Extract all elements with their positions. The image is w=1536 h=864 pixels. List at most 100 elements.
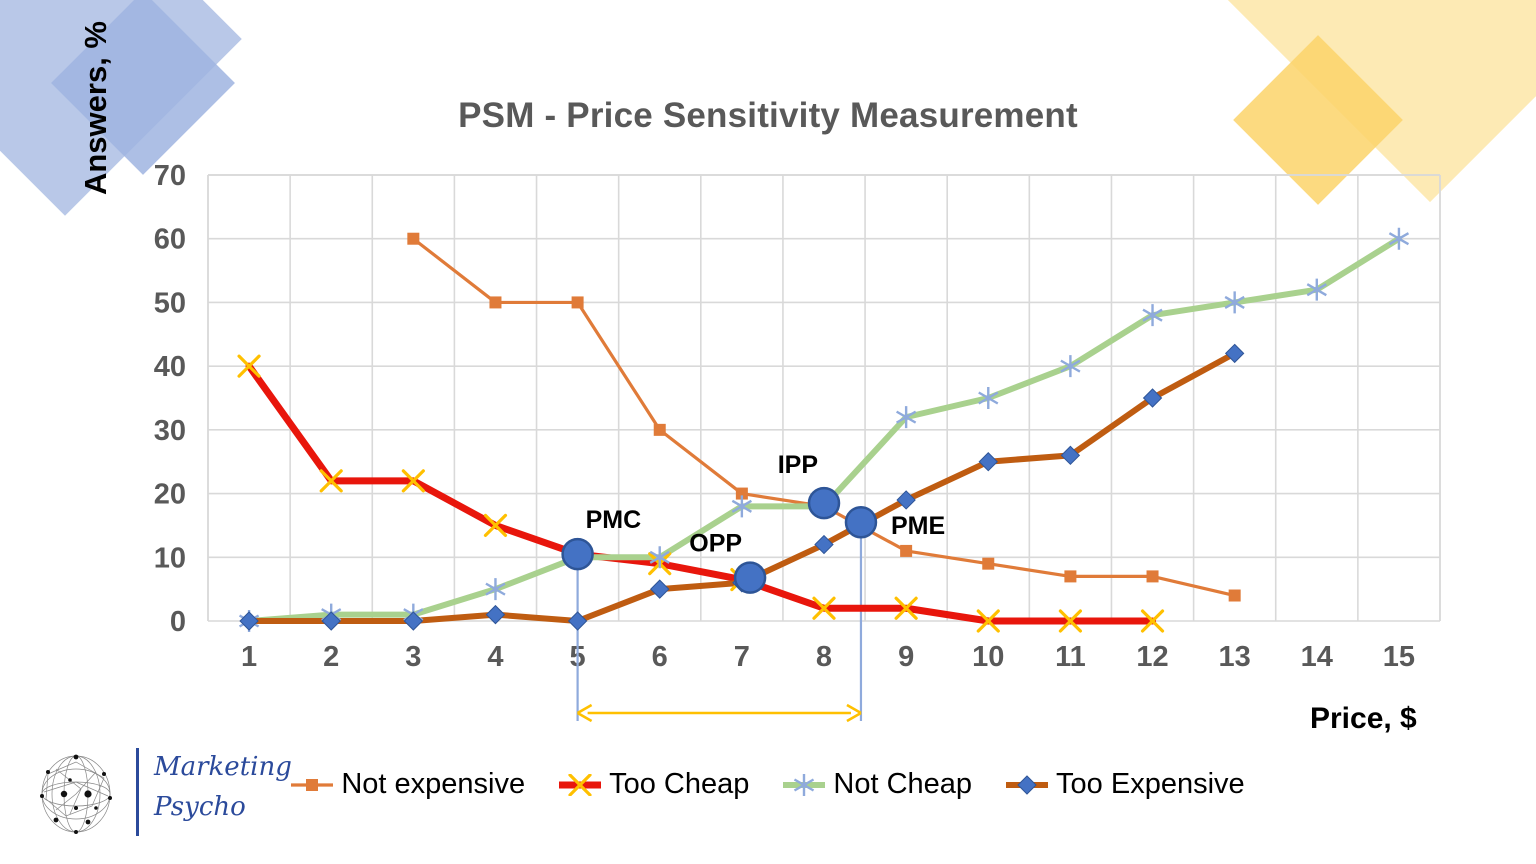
y-tick-label: 0 — [170, 606, 186, 638]
legend-label: Too Cheap — [609, 768, 750, 800]
marker-square — [1064, 570, 1077, 583]
marker-x — [237, 354, 261, 378]
drop-lines — [576, 522, 863, 721]
marker-asterisk — [649, 546, 670, 569]
x-tick-label: 8 — [816, 641, 832, 673]
x-tick-label: 4 — [487, 641, 503, 673]
x-tick-label: 14 — [1301, 641, 1333, 673]
marker-x — [568, 773, 592, 796]
legend-item-not-cheap[interactable]: Not Cheap — [783, 768, 972, 801]
intersection-point-opp[interactable] — [733, 561, 767, 594]
x-tick-label: 9 — [898, 641, 914, 673]
marker-diamond — [978, 452, 998, 472]
marker-asterisk — [731, 495, 752, 518]
intersection-label-pmc: PMC — [586, 506, 642, 534]
marker-diamond — [403, 611, 424, 631]
marker-asterisk — [485, 578, 506, 601]
y-tick-label: 50 — [154, 287, 186, 319]
legend-label: Too Expensive — [1056, 768, 1245, 800]
logo-text-line2: Psycho — [154, 792, 246, 822]
marker-x — [319, 469, 343, 493]
x-tick-label: 1 — [241, 641, 257, 673]
y-tick-label: 40 — [154, 351, 186, 383]
marker-diamond — [321, 611, 341, 631]
gridlines — [207, 174, 1441, 622]
marker-diamond — [1060, 445, 1081, 466]
network-sphere-icon — [40, 754, 112, 834]
legend-label: Not Cheap — [833, 768, 973, 800]
marker-square — [735, 487, 748, 500]
logo-divider — [136, 748, 139, 836]
y-tick-label: 20 — [154, 479, 186, 511]
legend-marker-x-icon — [559, 773, 602, 796]
x-tick-label: 15 — [1383, 641, 1415, 673]
marker-x — [401, 469, 425, 493]
x-tick-label: 3 — [405, 641, 421, 673]
marker-diamond — [650, 579, 670, 599]
y-tick-label: 60 — [154, 224, 186, 256]
marker-asterisk — [1142, 304, 1163, 327]
y-tick-label: 30 — [154, 415, 186, 447]
marker-square — [489, 296, 502, 309]
chart-title: PSM - Price Sensitivity Measurement — [458, 96, 1078, 135]
x-tick-label: 10 — [972, 641, 1004, 673]
marker-asterisk — [1388, 227, 1410, 250]
marker-square — [1146, 570, 1159, 583]
chart-legend: Not expensive Too Cheap Not Cheap Too Expen… — [0, 768, 1536, 801]
logo-text-line1: Marketing — [154, 752, 292, 782]
legend-item-too-expensive[interactable]: Too Expensive — [1006, 768, 1245, 801]
intersection-points: PMC OPP IPP PME — [561, 451, 945, 594]
x-tick-label: 11 — [1055, 641, 1086, 673]
legend-marker-asterisk-icon — [783, 773, 826, 796]
legend-item-not-expensive[interactable]: Not expensive — [291, 768, 525, 801]
marker-diamond — [814, 534, 834, 555]
intersection-label-ipp: IPP — [778, 451, 818, 479]
marker-x — [894, 596, 918, 620]
marker-asterisk — [1224, 291, 1245, 314]
data-point-markers — [237, 227, 1410, 633]
intersection-label-opp: OPP — [689, 530, 742, 558]
marker-x — [976, 609, 1000, 633]
legend-label: Not expensive — [341, 768, 526, 800]
marker-x — [483, 513, 508, 538]
acceptable-range-arrow — [576, 703, 862, 723]
x-axis-title: Price, $ — [1310, 702, 1417, 735]
marker-square — [653, 423, 666, 436]
marker-square — [900, 544, 913, 557]
marker-square — [407, 232, 420, 245]
x-tick-label: 13 — [1219, 641, 1251, 673]
y-axis-tick-labels: 0 10 20 30 40 50 60 70 — [154, 160, 186, 638]
intersection-point-pme[interactable] — [844, 505, 878, 539]
marker-asterisk — [1306, 278, 1327, 301]
marker-x — [1058, 609, 1082, 633]
marker-diamond — [1224, 343, 1245, 364]
legend-item-too-cheap[interactable]: Too Cheap — [559, 768, 749, 801]
series-line — [245, 362, 1157, 625]
x-tick-label: 6 — [652, 641, 668, 673]
marker-diamond — [1017, 774, 1037, 795]
range-arrow-head-left — [576, 703, 593, 723]
y-tick-label: 10 — [154, 542, 186, 574]
intersection-point-pmc[interactable] — [561, 537, 594, 571]
marker-diamond — [896, 490, 916, 510]
intersection-point-ipp[interactable] — [807, 486, 841, 520]
marker-asterisk — [794, 773, 815, 796]
x-tick-label: 2 — [323, 641, 339, 673]
marker-asterisk — [896, 406, 917, 429]
intersection-label-pme: PME — [891, 512, 945, 540]
range-arrow-head-right — [846, 703, 862, 723]
marker-diamond — [239, 611, 259, 631]
legend-marker-diamond-icon — [1006, 774, 1049, 796]
marker-square — [982, 557, 995, 570]
marker-square — [1228, 589, 1241, 602]
legend-marker-square-icon — [291, 774, 334, 796]
y-tick-label: 70 — [154, 160, 186, 192]
marker-asterisk — [1060, 355, 1081, 378]
brand-logo: Marketing Psycho — [26, 744, 292, 854]
marker-diamond — [567, 611, 588, 631]
marker-square — [571, 296, 584, 309]
marker-x — [1140, 609, 1165, 633]
